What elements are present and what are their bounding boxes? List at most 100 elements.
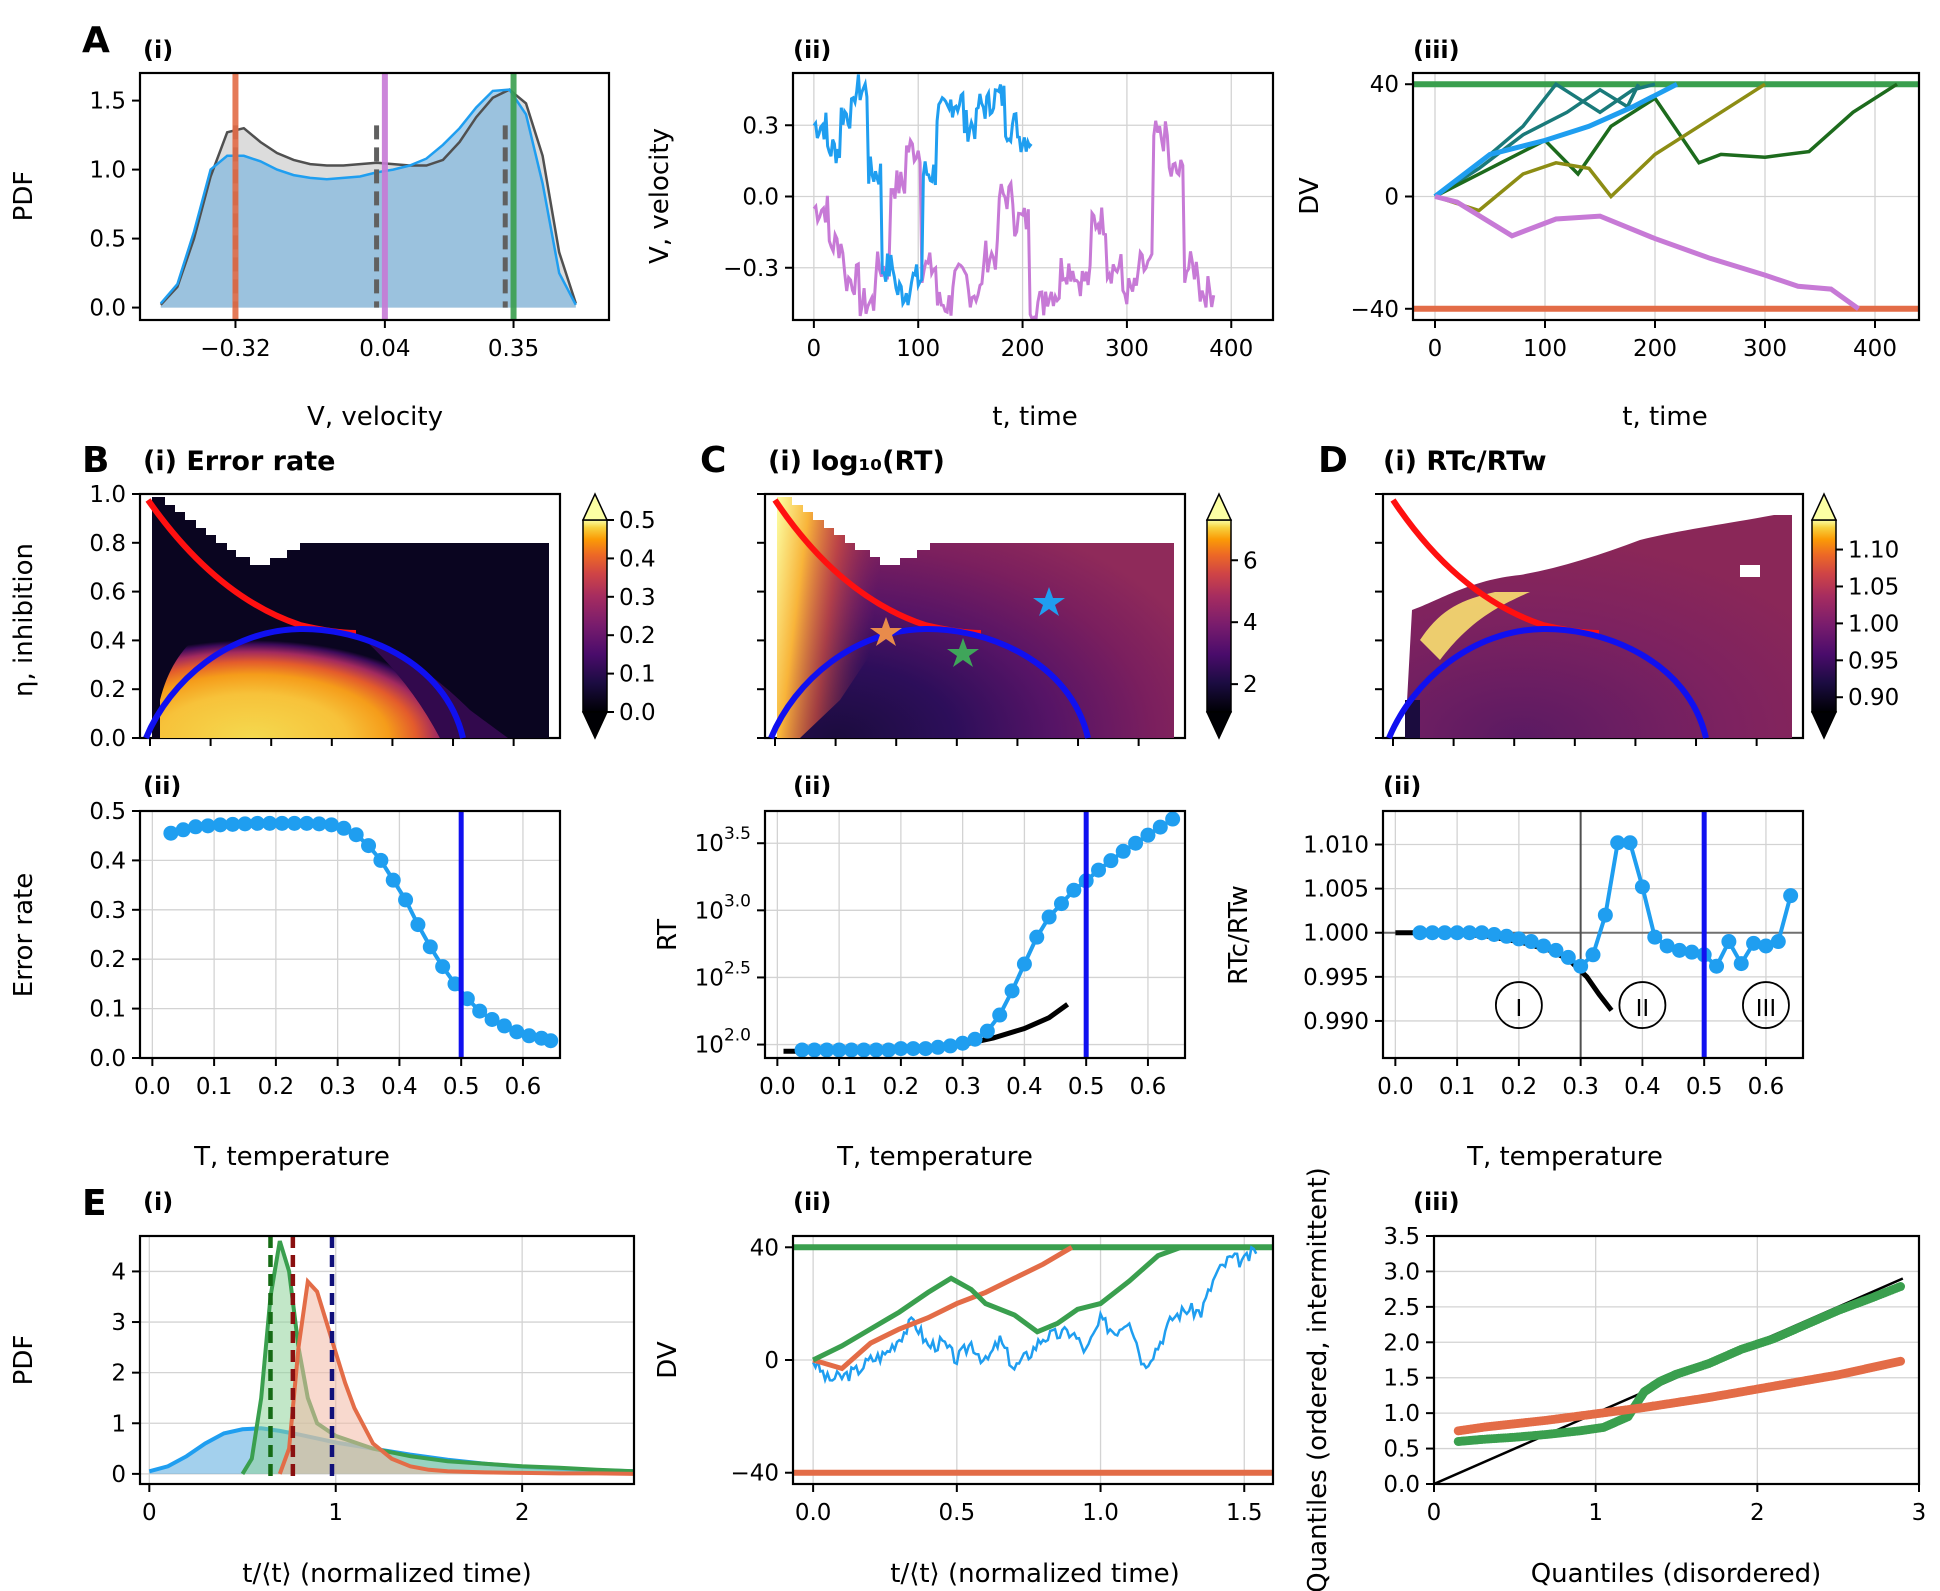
title-d-i: (i) RTc/RTw <box>1383 446 1547 477</box>
velocity-trace <box>812 120 1216 320</box>
title-e-ii: (ii) <box>793 1188 831 1216</box>
plots-layer: 0.00.51.01.5−0.32 0.04 0.35−0.30.00.30 100 2… <box>89 71 1927 1526</box>
error-rate-point <box>299 815 315 831</box>
y-tick-exponent: 3.5 <box>724 824 751 844</box>
xlabel-e-ii: t/⟨t⟩ (normalized time) <box>890 1559 1179 1589</box>
y-tick-label: −0.3 <box>723 256 779 282</box>
star-orange <box>870 617 902 646</box>
error-rate-point <box>361 838 377 854</box>
colorbar-extend-top <box>1205 492 1233 521</box>
region-label: II <box>1636 996 1650 1022</box>
ratio-point <box>1758 938 1774 954</box>
ylabel-b-ii: Error rate <box>9 873 39 997</box>
y-tick-label: 0.1 <box>89 997 126 1023</box>
error-rate-point <box>509 1024 525 1040</box>
velocity-trace <box>812 74 1033 309</box>
pdf-area <box>242 1241 634 1474</box>
error-rate-point <box>249 815 265 831</box>
rt-point <box>831 1042 847 1058</box>
y-tick-label: 102.5 <box>695 958 751 991</box>
error-rate-point <box>237 816 253 832</box>
error-rate-point <box>323 817 339 833</box>
rt-point <box>1140 827 1156 843</box>
x-tick-label: 0.6 <box>1748 1074 1785 1100</box>
x-tick-label: 3 <box>1912 1500 1927 1526</box>
y-tick-label: 40 <box>750 1235 779 1261</box>
dv-trace-intermittent <box>812 1245 1074 1372</box>
ratio-point <box>1622 835 1638 851</box>
colorbar-b-i <box>582 519 608 713</box>
x-tick-label: 0.2 <box>883 1074 920 1100</box>
title-c-i: (i) log₁₀(RT) <box>768 446 945 477</box>
dv-trace <box>1433 81 1679 199</box>
y-tick-label: 0.0 <box>89 296 126 322</box>
frame-e-i <box>138 1234 636 1486</box>
heatmap-b-i <box>143 497 549 740</box>
ratio-point <box>1573 958 1589 974</box>
ratio-point <box>1709 958 1725 974</box>
dv-trace-ordered <box>812 1244 1182 1363</box>
ratio-point <box>1721 934 1737 950</box>
ratio-point <box>1659 938 1675 954</box>
colorbar-tick-label: 0.3 <box>619 585 656 611</box>
x-tick-label: 0.5 <box>443 1074 480 1100</box>
error-rate-point <box>543 1033 559 1049</box>
panel-letter-d: D <box>1318 440 1348 481</box>
x-tick-label: 1 <box>328 1500 343 1526</box>
rt-point <box>992 1007 1008 1023</box>
x-tick-label: 0.2 <box>258 1074 295 1100</box>
star-green <box>947 638 979 667</box>
y-tick-label: 0.6 <box>89 580 126 606</box>
colorbar-tick-label: 0.95 <box>1848 648 1899 674</box>
colorbar-tick-label: 0.5 <box>619 508 656 534</box>
error-rate-point <box>274 815 290 831</box>
qq-point <box>1896 1356 1906 1366</box>
x-tick-label: 0 <box>1427 1500 1442 1526</box>
x-tick-label: 0.0 <box>1377 1074 1414 1100</box>
colorbar-tick-label: 0.1 <box>619 662 656 688</box>
rt-point <box>979 1023 995 1039</box>
x-tick-label: 0.4 <box>1624 1074 1661 1100</box>
colorbar-tick-label: 0.2 <box>619 623 656 649</box>
y-tick-label: 4 <box>111 1259 126 1285</box>
dv-traces <box>1413 81 1919 312</box>
frame-a-iii <box>1411 71 1921 322</box>
frame-c-ii <box>763 809 1187 1060</box>
panel-letter-b: B <box>82 440 109 481</box>
y-tick-label: 0.5 <box>89 799 126 825</box>
x-tick-label: 0.0 <box>795 1500 832 1526</box>
dv-trace-disordered <box>811 1245 1258 1385</box>
dv-trace <box>1434 82 1766 213</box>
rt-point <box>1165 811 1181 827</box>
y-tick-label: 2.0 <box>1383 1330 1420 1356</box>
colorbar-extend-bottom <box>1205 711 1233 740</box>
xlabel-e-i: t/⟨t⟩ (normalized time) <box>242 1559 531 1589</box>
error-rate-point <box>311 816 327 832</box>
xlabel-d-ii: T, temperature <box>1466 1142 1663 1172</box>
region-label: I <box>1515 996 1522 1022</box>
rt-point <box>930 1039 946 1055</box>
ratio-point <box>1449 925 1465 941</box>
error-rate-point <box>521 1028 537 1044</box>
y-tick-label: 0.4 <box>89 848 126 874</box>
heatmap-d-i <box>1386 498 1792 740</box>
x-tick-label: 0.3 <box>944 1074 981 1100</box>
x-tick-label: 0.0 <box>134 1074 171 1100</box>
colorbar-tick-label: 0.90 <box>1848 685 1899 711</box>
x-tick-label: 1.0 <box>1082 1500 1119 1526</box>
error-rate-point <box>188 819 204 835</box>
ylabel-a-i: PDF <box>9 171 39 222</box>
y-tick-label: 0.5 <box>1383 1437 1420 1463</box>
ylabel-a-iii: DV <box>1295 177 1325 215</box>
rt-point <box>1029 929 1045 945</box>
ylabel-e-ii: DV <box>653 1341 683 1379</box>
x-tick-label: 0.6 <box>505 1074 542 1100</box>
heatmap-c-i <box>768 497 1174 740</box>
ratio-point <box>1560 949 1576 965</box>
region-circle <box>1742 981 1790 1029</box>
x-tick-label: 0.4 <box>381 1074 418 1100</box>
title-b-ii: (ii) <box>143 772 181 800</box>
colorbar-tick-label: 1.00 <box>1848 611 1899 637</box>
colorbar-extend-top <box>1810 492 1838 521</box>
